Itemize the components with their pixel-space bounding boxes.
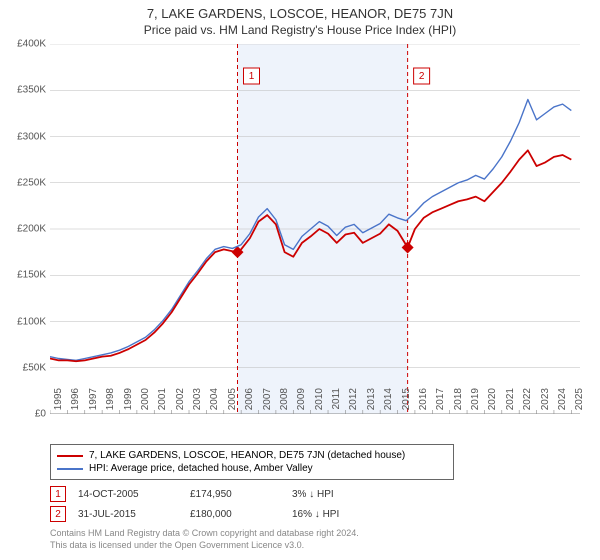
x-axis-label: 2018 [453,388,464,418]
x-axis-label: 2024 [557,388,568,418]
x-axis-label: 2009 [296,388,307,418]
x-axis-label: 2011 [331,388,342,418]
x-axis-label: 1999 [123,388,134,418]
x-axis-label: 2014 [383,388,394,418]
x-axis-label: 2002 [175,388,186,418]
marker-id-box: 1 [50,486,66,502]
line-chart: 12 [50,44,580,414]
y-axis-label: £400K [0,39,46,50]
x-axis-label: 2000 [140,388,151,418]
legend-label: HPI: Average price, detached house, Ambe… [89,463,313,474]
x-axis-label: 2007 [262,388,273,418]
x-axis-label: 2020 [487,388,498,418]
x-axis-label: 2001 [157,388,168,418]
marker-row: 2 31-JUL-2015 £180,000 16% ↓ HPI [50,504,382,524]
svg-text:2: 2 [419,71,425,82]
legend-label: 7, LAKE GARDENS, LOSCOE, HEANOR, DE75 7J… [89,450,405,461]
x-axis-label: 1996 [70,388,81,418]
x-axis-label: 2022 [522,388,533,418]
marker-id-box: 2 [50,506,66,522]
chart-area: 12 £0£50K£100K£150K£200K£250K£300K£350K£… [50,44,580,414]
marker-date: 31-JUL-2015 [78,509,178,520]
x-axis-label: 2021 [505,388,516,418]
x-axis-label: 2004 [209,388,220,418]
x-axis-label: 2006 [244,388,255,418]
x-axis-label: 1998 [105,388,116,418]
chart-subtitle: Price paid vs. HM Land Registry's House … [0,21,600,41]
legend-row: HPI: Average price, detached house, Ambe… [57,462,447,475]
x-axis-label: 2016 [418,388,429,418]
legend-line-swatch [57,455,83,457]
x-axis-label: 2010 [314,388,325,418]
x-axis-label: 2017 [435,388,446,418]
marker-row: 1 14-OCT-2005 £174,950 3% ↓ HPI [50,484,382,504]
chart-title: 7, LAKE GARDENS, LOSCOE, HEANOR, DE75 7J… [0,0,600,21]
marker-price: £180,000 [190,509,280,520]
svg-text:1: 1 [249,71,255,82]
marker-price: £174,950 [190,489,280,500]
legend-line-swatch [57,468,83,470]
y-axis-label: £250K [0,177,46,188]
chart-container: 7, LAKE GARDENS, LOSCOE, HEANOR, DE75 7J… [0,0,600,560]
x-axis-label: 2012 [348,388,359,418]
legend-box: 7, LAKE GARDENS, LOSCOE, HEANOR, DE75 7J… [50,444,454,480]
x-axis-label: 2008 [279,388,290,418]
y-axis-label: £200K [0,224,46,235]
y-axis-label: £50K [0,362,46,373]
y-axis-label: £300K [0,131,46,142]
x-axis-label: 2013 [366,388,377,418]
footer-line-2: This data is licensed under the Open Gov… [50,540,359,552]
marker-diff: 3% ↓ HPI [292,489,382,500]
y-axis-label: £100K [0,316,46,327]
x-axis-label: 2019 [470,388,481,418]
marker-table: 1 14-OCT-2005 £174,950 3% ↓ HPI 2 31-JUL-2015… [50,484,382,524]
footer-line-1: Contains HM Land Registry data © Crown c… [50,528,359,540]
x-axis-label: 1997 [88,388,99,418]
y-axis-label: £150K [0,270,46,281]
footer-attribution: Contains HM Land Registry data © Crown c… [50,528,359,551]
x-axis-label: 2023 [540,388,551,418]
y-axis-label: £0 [0,409,46,420]
x-axis-label: 2015 [401,388,412,418]
x-axis-label: 2003 [192,388,203,418]
x-axis-label: 1995 [53,388,64,418]
legend-row: 7, LAKE GARDENS, LOSCOE, HEANOR, DE75 7J… [57,449,447,462]
x-axis-label: 2005 [227,388,238,418]
y-axis-label: £350K [0,85,46,96]
marker-date: 14-OCT-2005 [78,489,178,500]
marker-diff: 16% ↓ HPI [292,509,382,520]
x-axis-label: 2025 [574,388,585,418]
